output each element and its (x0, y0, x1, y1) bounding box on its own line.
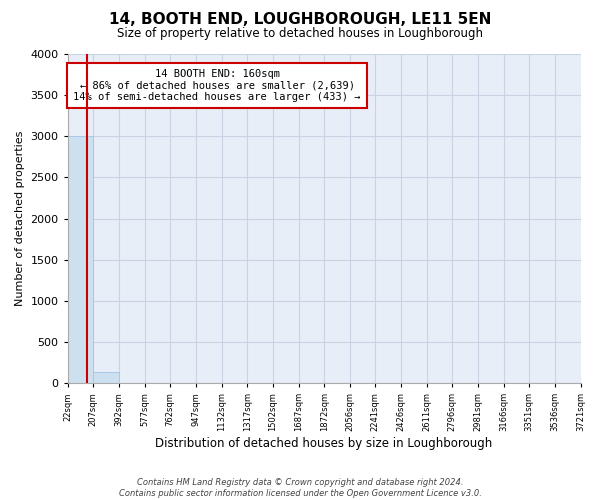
Bar (94, 372, 119, 383)
Y-axis label: Number of detached properties: Number of detached properties (15, 131, 25, 306)
Text: Size of property relative to detached houses in Loughborough: Size of property relative to detached ho… (117, 28, 483, 40)
Text: 14 BOOTH END: 160sqm
← 86% of detached houses are smaller (2,639)
14% of semi-de: 14 BOOTH END: 160sqm ← 86% of detached h… (73, 69, 361, 102)
Bar (68, 136, 94, 383)
Text: Contains HM Land Registry data © Crown copyright and database right 2024.
Contai: Contains HM Land Registry data © Crown c… (119, 478, 481, 498)
X-axis label: Distribution of detached houses by size in Loughborough: Distribution of detached houses by size … (155, 437, 493, 450)
Text: 14, BOOTH END, LOUGHBOROUGH, LE11 5EN: 14, BOOTH END, LOUGHBOROUGH, LE11 5EN (109, 12, 491, 28)
